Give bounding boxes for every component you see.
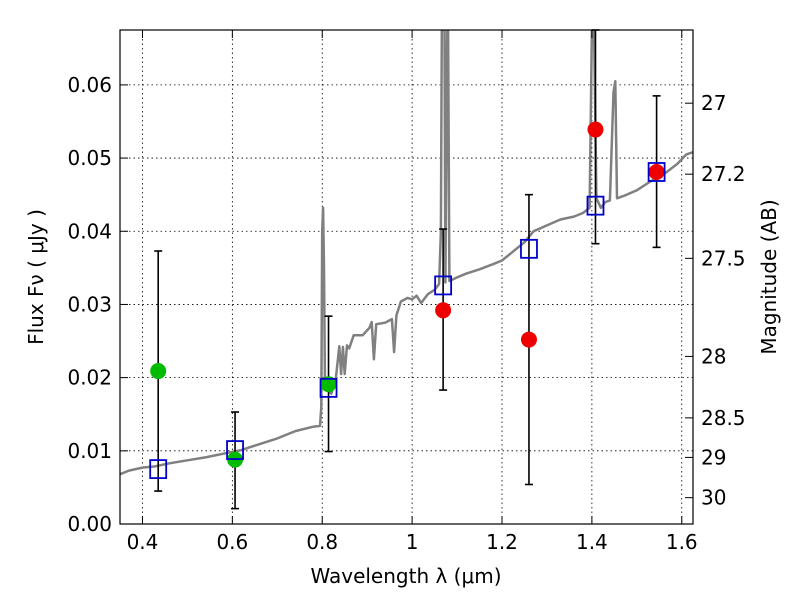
x-tick-label: 1.4	[576, 530, 608, 554]
y2-tick-label: 29	[701, 445, 726, 469]
model-box	[149, 459, 168, 480]
grid	[120, 30, 693, 524]
y2-tick-label: 27	[701, 91, 726, 115]
green-data-point	[150, 363, 167, 380]
y2-tick-label: 30	[701, 486, 726, 510]
x-tick-label: 1	[406, 530, 419, 554]
x-tick-label: 0.4	[127, 530, 159, 554]
y2-tick-label: 27.2	[701, 162, 746, 186]
y-tick-label: 0.06	[67, 73, 112, 97]
y-tick-label: 0.03	[67, 292, 112, 316]
y-tick-label: 0.01	[67, 439, 112, 463]
x-tick-label: 1.6	[666, 530, 698, 554]
model-box	[226, 440, 244, 460]
y2-tick-label: 28	[701, 344, 726, 368]
red-data-point	[648, 163, 665, 180]
y2-axis-ticks: 27 27.2 27.5 28 28.5 29 30	[685, 91, 746, 510]
y2-tick-label: 28.5	[701, 406, 746, 430]
box-layer	[149, 162, 666, 480]
plot-frame	[119, 29, 694, 525]
x-tick-label: 0.6	[216, 530, 248, 554]
model-box	[434, 275, 453, 296]
green-data-point	[320, 376, 337, 393]
y2-tick-label: 27.5	[701, 246, 746, 270]
plot-background	[120, 30, 693, 524]
x-tick-label: 1.2	[486, 530, 518, 554]
model-box	[586, 195, 605, 216]
x-tick-label: 0.8	[306, 530, 338, 554]
red-data-point	[520, 331, 537, 348]
y-tick-label: 0.04	[67, 219, 112, 243]
y2-axis-label: Magnitude (AB)	[757, 199, 781, 354]
model-box	[647, 162, 666, 182]
red-data-point	[587, 121, 604, 138]
y-axis-ticks: 0.00 0.01 0.02 0.03 0.04 0.05 0.06	[67, 73, 128, 536]
y-tick-label: 0.02	[67, 366, 112, 390]
x-axis-ticks: 0.4 0.6 0.8 1 1.2 1.4 1.6	[127, 30, 698, 554]
y-tick-label: 0.00	[67, 512, 112, 536]
x-axis-label: Wavelength λ (μm)	[310, 564, 501, 588]
model-box	[520, 238, 538, 259]
red-data-point	[435, 302, 452, 319]
y-tick-label: 0.05	[67, 146, 112, 170]
y-axis-label: Flux Fν ( μJy )	[24, 209, 48, 345]
model-box	[319, 377, 338, 398]
